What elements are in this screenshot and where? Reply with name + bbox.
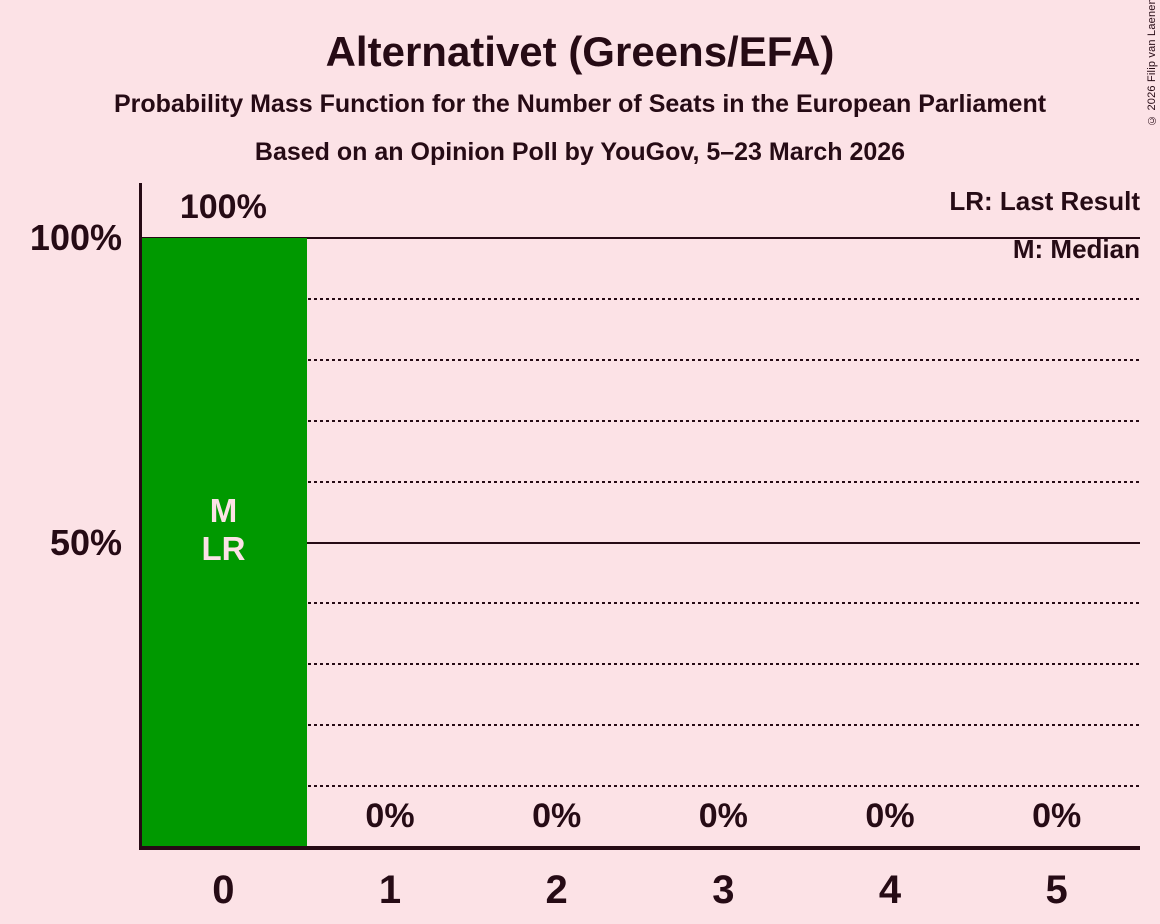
x-axis-line (139, 846, 1140, 850)
gridline-dotted-80 (140, 358, 1140, 361)
value-label-seats-4: 0% (865, 797, 915, 835)
value-label-seats-3: 0% (698, 797, 748, 835)
gridline-dotted-30 (140, 663, 1140, 666)
bar-annotation-median-lastresult: M LR (140, 492, 307, 568)
y-tick-label-100: 100% (29, 217, 122, 258)
chart-subtitle: Probability Mass Function for the Number… (113, 90, 1047, 118)
y-axis-line (139, 183, 142, 850)
x-tick-label-3: 3 (712, 868, 735, 912)
x-tick-label-4: 4 (878, 868, 902, 912)
gridline-solid-50 (140, 541, 1140, 544)
gridline-solid-100 (140, 237, 1140, 239)
legend-item-last-result: LR: Last Result (949, 186, 1140, 216)
last-result-marker: LR (201, 530, 246, 567)
gridline-dotted-20 (140, 724, 1140, 727)
x-tick-label-0: 0 (212, 868, 235, 912)
chart-poll-source: Based on an Opinion Poll by YouGov, 5–23… (254, 138, 906, 166)
legend: LR: Last Result M: Median (740, 186, 1140, 264)
legend-item-median: M: Median (1012, 234, 1140, 264)
gridline-dotted-90 (140, 297, 1140, 300)
x-tick-label-2: 2 (545, 868, 568, 912)
gridline-dotted-40 (140, 602, 1140, 605)
x-tick-label-1: 1 (378, 868, 402, 912)
value-label-seats-2: 0% (532, 797, 582, 835)
gridline-dotted-60 (140, 480, 1140, 483)
value-label-seats-1: 0% (365, 797, 415, 835)
median-marker: M (209, 492, 238, 529)
value-label-seats-5: 0% (1032, 797, 1082, 835)
bar-seats-0 (140, 238, 307, 847)
x-tick-label-5: 5 (1045, 868, 1068, 912)
chart-title: Alternativet (Greens/EFA) (325, 28, 835, 75)
gridline-dotted-10 (140, 785, 1140, 788)
value-label-seats-0: 100% (179, 188, 267, 226)
gridline-dotted-70 (140, 419, 1140, 422)
y-tick-label-50: 50% (49, 522, 122, 563)
